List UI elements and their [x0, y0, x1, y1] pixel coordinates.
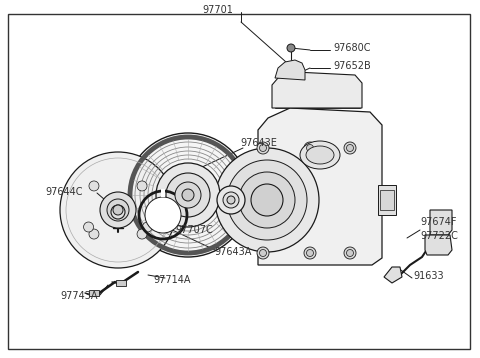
Bar — [380, 190, 394, 210]
Circle shape — [347, 145, 353, 151]
Text: 97722C: 97722C — [420, 231, 458, 241]
Text: 97652B: 97652B — [333, 61, 371, 71]
Text: 97707C: 97707C — [175, 225, 213, 235]
Polygon shape — [425, 235, 452, 255]
Polygon shape — [384, 267, 402, 283]
Circle shape — [304, 247, 316, 259]
Polygon shape — [258, 108, 382, 265]
Bar — [89, 290, 99, 296]
Circle shape — [307, 250, 313, 256]
Circle shape — [137, 229, 147, 239]
Circle shape — [89, 229, 99, 239]
Circle shape — [260, 250, 266, 256]
Circle shape — [227, 160, 307, 240]
Text: 97643E: 97643E — [240, 138, 277, 148]
Text: 97701: 97701 — [203, 5, 233, 15]
Circle shape — [145, 197, 181, 233]
Polygon shape — [430, 210, 452, 235]
Circle shape — [182, 189, 194, 201]
Circle shape — [344, 247, 356, 259]
Circle shape — [347, 250, 353, 256]
Bar — [161, 189, 165, 197]
Polygon shape — [275, 60, 305, 80]
Circle shape — [239, 172, 295, 228]
Bar — [116, 280, 126, 286]
Circle shape — [215, 148, 319, 252]
Circle shape — [223, 192, 239, 208]
Text: 97644C: 97644C — [45, 187, 83, 197]
Text: 97743A: 97743A — [60, 291, 97, 301]
Circle shape — [111, 205, 125, 219]
Circle shape — [287, 44, 295, 52]
Circle shape — [107, 199, 129, 221]
Circle shape — [175, 182, 201, 208]
Text: 97643A: 97643A — [214, 247, 252, 257]
Circle shape — [113, 205, 123, 215]
Circle shape — [126, 133, 250, 257]
Circle shape — [156, 163, 220, 227]
Text: 91633: 91633 — [413, 271, 444, 281]
Circle shape — [60, 152, 176, 268]
Polygon shape — [272, 72, 362, 108]
Circle shape — [227, 196, 235, 204]
Circle shape — [344, 142, 356, 154]
Circle shape — [257, 247, 269, 259]
Circle shape — [137, 181, 147, 191]
Circle shape — [307, 145, 313, 151]
Ellipse shape — [300, 141, 340, 169]
Ellipse shape — [306, 146, 334, 164]
Circle shape — [251, 184, 283, 216]
Circle shape — [100, 192, 136, 228]
Circle shape — [260, 145, 266, 151]
Text: 97674F: 97674F — [420, 217, 456, 227]
Circle shape — [166, 173, 210, 217]
Circle shape — [304, 142, 316, 154]
Bar — [378, 185, 396, 215]
Text: 97714A: 97714A — [153, 275, 191, 285]
Circle shape — [143, 222, 153, 232]
Circle shape — [217, 186, 245, 214]
Circle shape — [84, 222, 94, 232]
Circle shape — [257, 142, 269, 154]
Text: 97680C: 97680C — [333, 43, 371, 53]
Circle shape — [89, 181, 99, 191]
